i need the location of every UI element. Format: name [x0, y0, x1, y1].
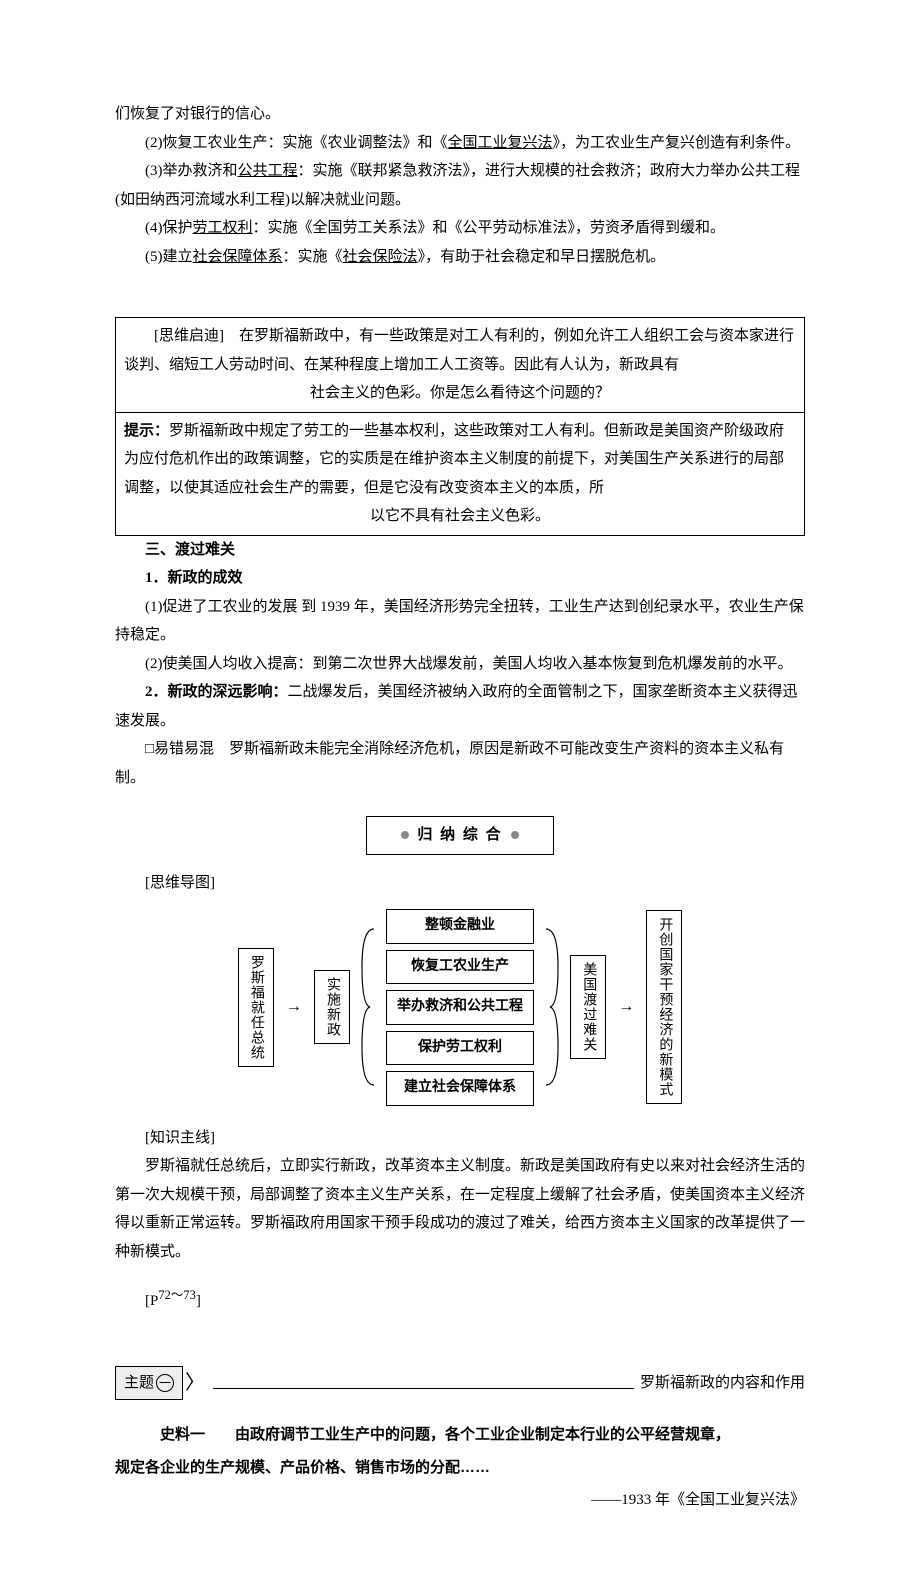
u1: 全国工业复兴法 [448, 135, 553, 151]
ptag-sup: 72～73 [158, 1288, 196, 1302]
lead: [思维启迪] [154, 328, 239, 344]
brace-left-icon [360, 927, 376, 1087]
topic-box: 主题 一 [115, 1366, 183, 1401]
thinking-q-center: 社会主义的色彩。你是怎么看待这个问题的？ [124, 379, 796, 408]
topic-row: 主题 一 〉 罗斯福新政的内容和作用 [115, 1364, 805, 1402]
guina-header: 归 纳 综 合 [115, 816, 805, 855]
yicuo-lead: □易错易混 [145, 741, 229, 757]
label: 举办救济和 [163, 163, 238, 179]
brace-right-icon [544, 927, 560, 1087]
t1: 实施《农业调整法》和《 [283, 135, 448, 151]
flow-mids: 整顿金融业 恢复工农业生产 举办救济和公共工程 保护劳工权利 建立社会保障体系 [386, 909, 534, 1106]
shiliao-1-line1: 史料一 由政府调节工业生产中的问题，各个工业企业制定本行业的公平经营规章， [115, 1418, 805, 1451]
flowchart: 罗斯福就任总统 → 实施新政 整顿金融业 恢复工农业生产 举办救济和公共工程 保… [115, 909, 805, 1106]
shiliao-source: ——1933 年《全国工业复兴法》 [115, 1486, 805, 1515]
flow-node-3: 美国渡过难关 [570, 955, 606, 1059]
point-4: (4)保护劳工权利：实施《全国劳工关系法》和《公平劳动标准法》，劳资矛盾得到缓和… [115, 214, 805, 243]
angle-icon: 〉 [185, 1364, 205, 1402]
zhishi-body: 罗斯福就任总统后，立即实行新政，改革资本主义制度。新政是美国政府有史以来对社会经… [115, 1152, 805, 1266]
flow-node-2: 实施新政 [314, 970, 350, 1044]
intro-tail: 们恢复了对银行的信心。 [115, 100, 805, 129]
flow-mid-3: 保护劳工权利 [386, 1031, 534, 1066]
topic-title: 罗斯福新政的内容和作用 [640, 1369, 805, 1398]
thinking-box: [思维启迪] 在罗斯福新政中，有一些政策是对工人有利的，例如允许工人组织工会与资… [115, 317, 805, 413]
hint-center: 以它不具有社会主义色彩。 [124, 502, 796, 531]
s32-lead: 2．新政的深远影响： [145, 684, 288, 700]
ptag-open: [P [145, 1293, 158, 1309]
label: 建立 [163, 249, 193, 265]
shiliao-1-line2: 规定各企业的生产规模、产品价格、销售市场的分配…… [115, 1451, 805, 1484]
t1: ：实施《 [283, 249, 343, 265]
dot-icon [401, 831, 409, 839]
point-2: (2)恢复工农业生产：实施《农业调整法》和《全国工业复兴法》，为工农业生产复兴创… [115, 129, 805, 158]
mindmap-label: [思维导图] [115, 869, 805, 898]
arrow-icon: → [284, 992, 304, 1022]
flow-mid-1: 恢复工农业生产 [386, 950, 534, 985]
hint-body: 提示：罗斯福新政中规定了劳工的一些基本权利，这些政策对工人有利。但新政是美国资产… [124, 417, 796, 503]
hint-lead: 提示： [124, 423, 169, 439]
yicuo: □易错易混 罗斯福新政未能完全消除经济危机，原因是新政不可能改变生产资料的资本主… [115, 735, 805, 792]
point-3: (3)举办救济和公共工程：实施《联邦紧急救济法》，进行大规模的社会救济；政府大力… [115, 157, 805, 214]
label: 恢复工农业生产： [163, 135, 283, 151]
u2: 社会保险法 [343, 249, 418, 265]
topic-label: 主题 [124, 1369, 154, 1398]
u1: 社会保障体系 [193, 249, 283, 265]
t2: 》，为工农业生产复兴创造有利条件。 [553, 135, 801, 151]
point-5: (5)建立社会保障体系：实施《社会保险法》，有助于社会稳定和早日摆脱危机。 [115, 243, 805, 272]
dot-icon [511, 831, 519, 839]
u1: 公共工程 [238, 163, 298, 179]
shiliao-lead: 史料一 [160, 1426, 235, 1443]
flow-node-1: 罗斯福就任总统 [238, 948, 274, 1067]
ptag-close: ] [196, 1293, 201, 1309]
flow-mid-2: 举办救济和公共工程 [386, 990, 534, 1025]
guina-header-inner: 归 纳 综 合 [366, 816, 553, 855]
s32: 2．新政的深远影响：二战爆发后，美国经济被纳入政府的全面管制之下，国家垄断资本主… [115, 678, 805, 735]
topic-line [213, 1388, 634, 1389]
label: 保护 [163, 220, 193, 236]
t2: 》，有助于社会稳定和早日摆脱危机。 [418, 249, 666, 265]
hint-text: 罗斯福新政中规定了劳工的一些基本权利，这些政策对工人有利。但新政是美国资产阶级政… [124, 423, 784, 496]
topic-num: 一 [156, 1374, 174, 1392]
guina-title: 归 纳 综 合 [417, 821, 502, 850]
t1: ：实施《全国劳工关系法》和《公平劳动标准法》，劳资矛盾得到缓和。 [253, 220, 726, 236]
num: (2) [145, 135, 163, 151]
section-3-1: 1．新政的成效 [115, 564, 805, 593]
page-ref: [P72～73] [115, 1284, 805, 1316]
thinking-q: [思维启迪] 在罗斯福新政中，有一些政策是对工人有利的，例如允许工人组织工会与资… [124, 322, 796, 379]
arrow-icon: → [616, 992, 636, 1022]
num: (4) [145, 220, 163, 236]
s31b: (2)使美国人均收入提高：到第二次世界大战爆发前，美国人均收入基本恢复到危机爆发… [115, 650, 805, 679]
flow-node-4: 开创国家干预经济的新模式 [646, 910, 682, 1104]
section-3-title: 三、渡过难关 [115, 536, 805, 565]
u1: 劳工权利 [193, 220, 253, 236]
num: (5) [145, 249, 163, 265]
shiliao-body1: 由政府调节工业生产中的问题，各个工业企业制定本行业的公平经营规章， [235, 1426, 730, 1443]
num: (3) [145, 163, 163, 179]
zhishi-label: [知识主线] [115, 1124, 805, 1153]
hint-box: 提示：罗斯福新政中规定了劳工的一些基本权利，这些政策对工人有利。但新政是美国资产… [115, 413, 805, 536]
flow-mid-0: 整顿金融业 [386, 909, 534, 944]
flow-mid-4: 建立社会保障体系 [386, 1071, 534, 1106]
s31a: (1)促进了工农业的发展 到 1939 年，美国经济形势完全扭转，工业生产达到创… [115, 593, 805, 650]
